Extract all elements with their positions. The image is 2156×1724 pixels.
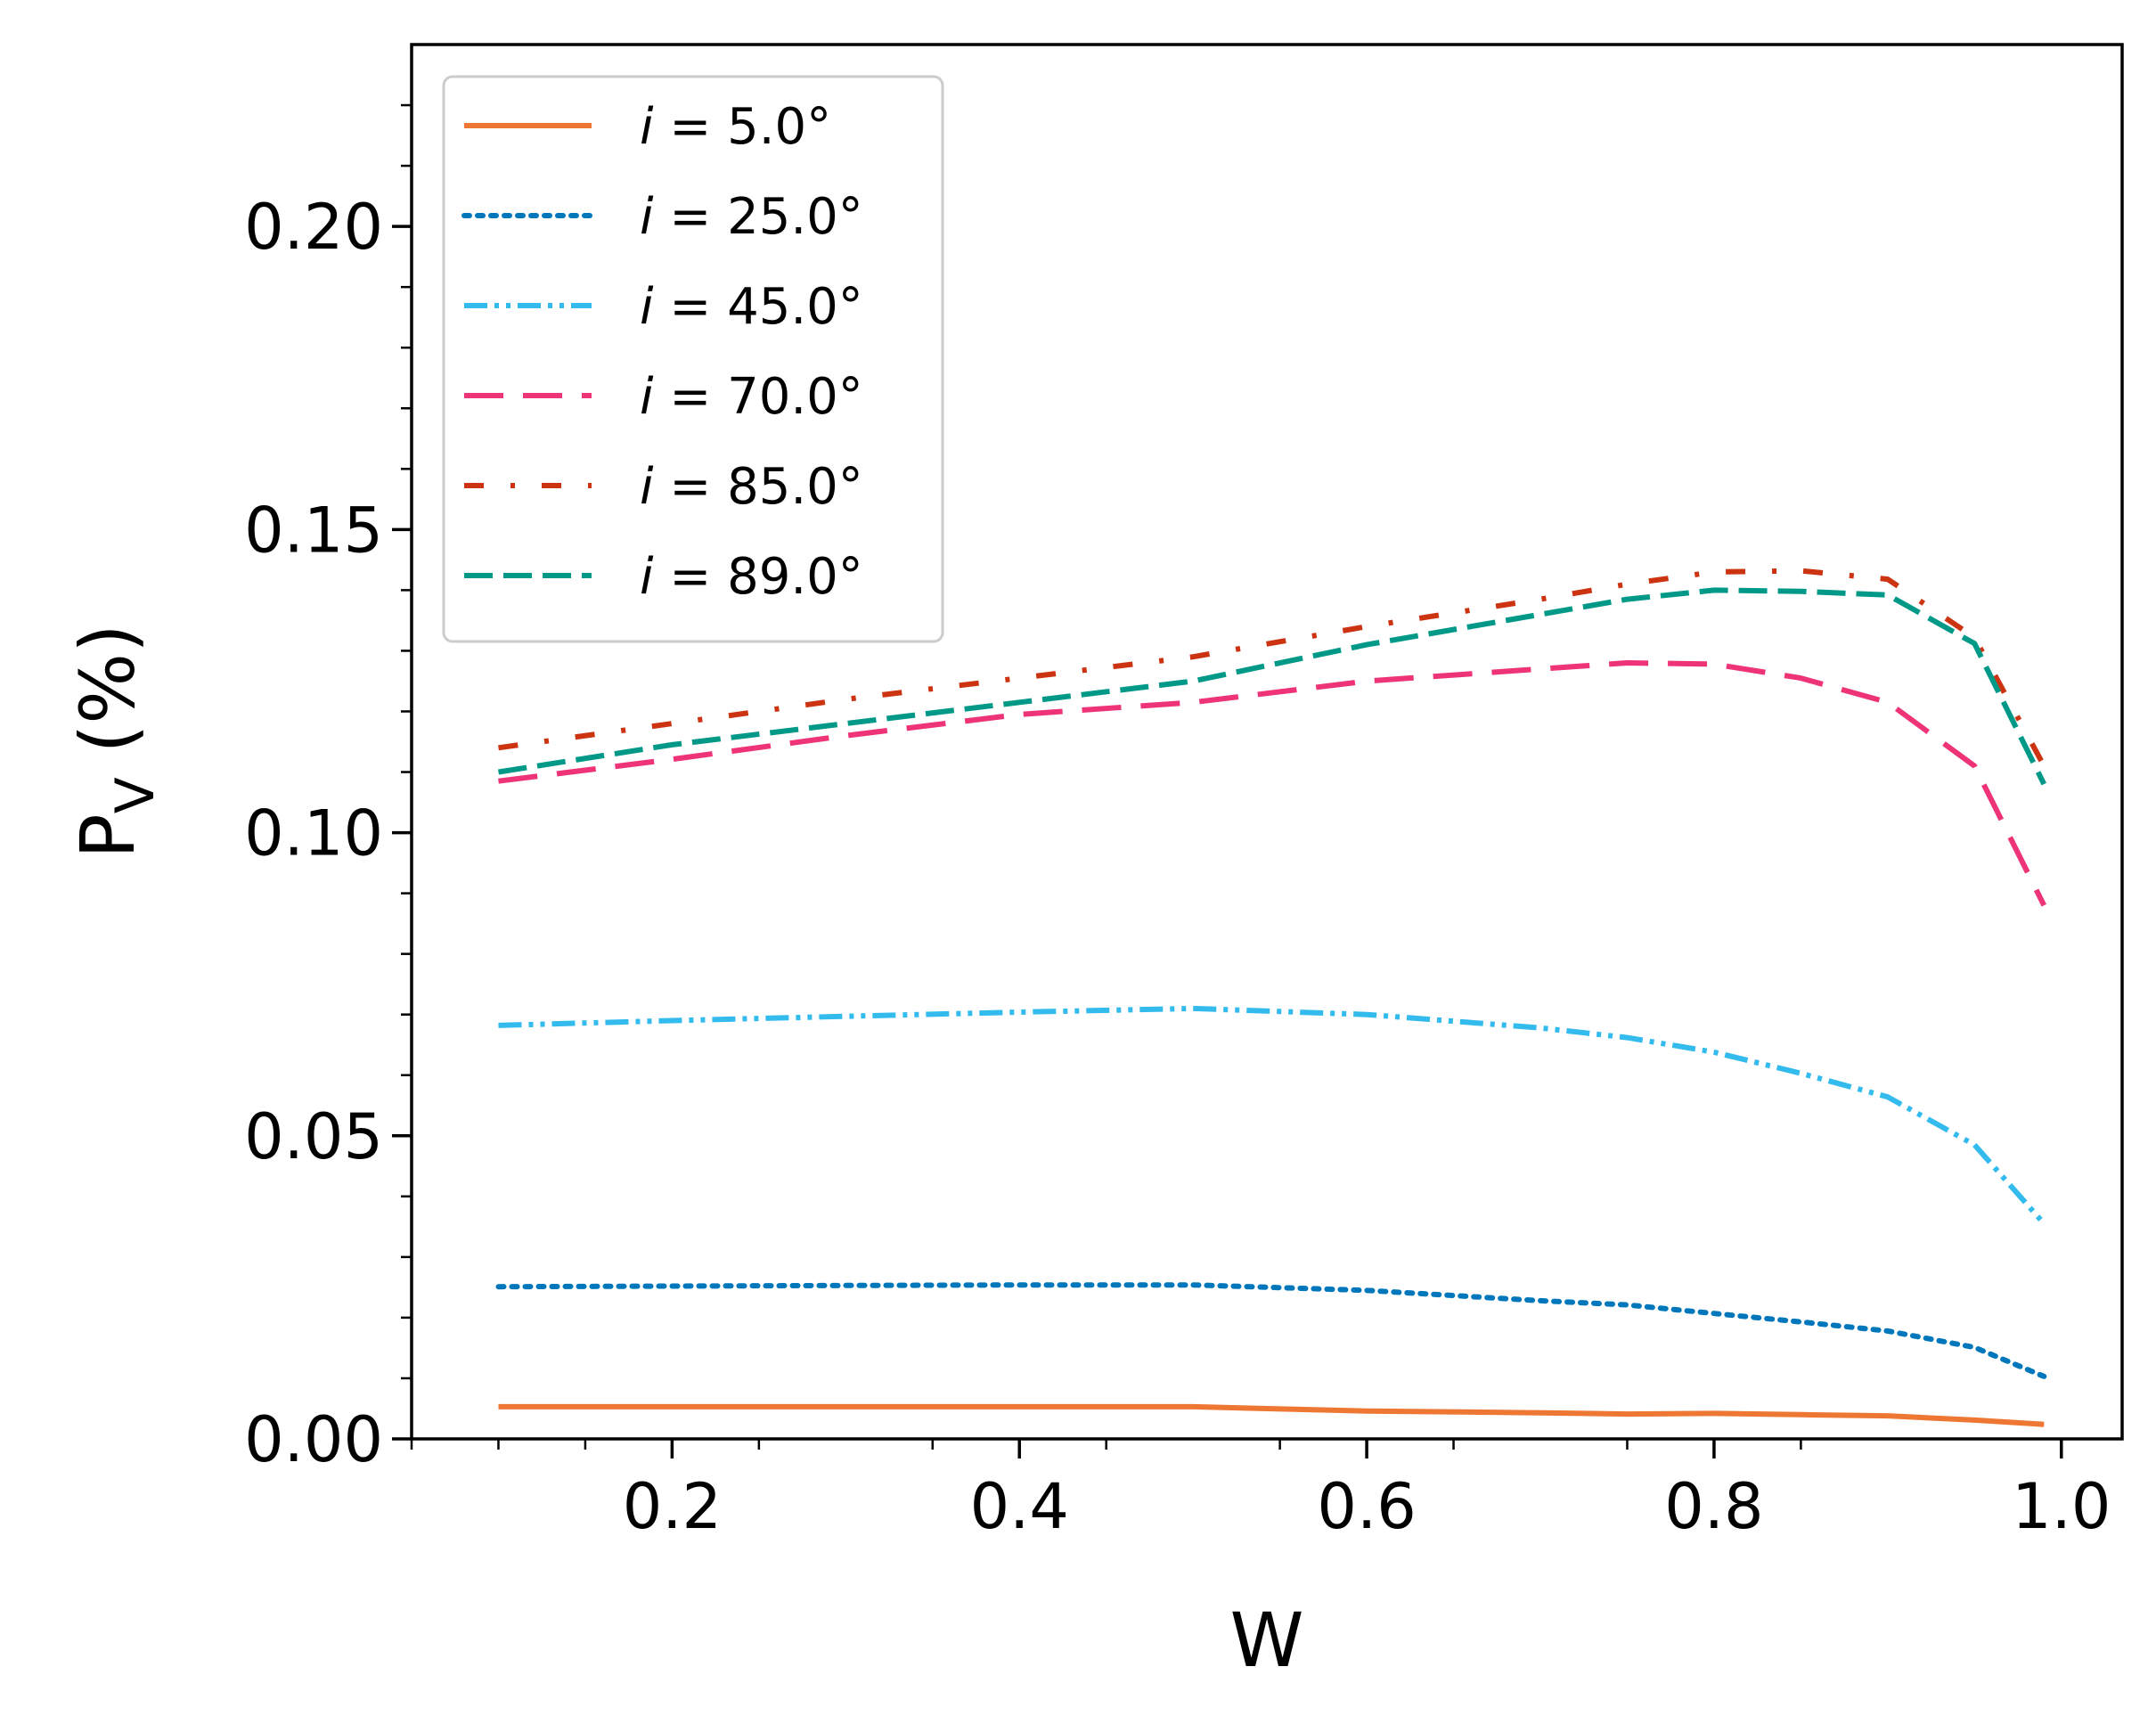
y-axis-title-subscript: V — [104, 777, 167, 813]
legend-label-var: i — [640, 368, 654, 426]
plot-frame — [410, 43, 2124, 1441]
legend-box — [442, 75, 944, 643]
legend-label-value: = 89.0° — [654, 548, 863, 606]
series-line-1 — [495, 1282, 2047, 1379]
y-tick-label: 0.20 — [244, 191, 383, 264]
y-axis-title-base: P — [64, 813, 151, 859]
series-line-4 — [498, 568, 2046, 768]
legend-label-1: i = 25.0° — [640, 188, 863, 246]
legend-label-value: = 45.0° — [654, 278, 863, 336]
series-layer — [495, 568, 2047, 1427]
x-tick-label: 0.6 — [1317, 1470, 1416, 1543]
series-line-0 — [498, 1403, 2045, 1427]
y-tick-label: 0.10 — [244, 797, 383, 870]
legend-label-value: = 5.0° — [654, 98, 832, 156]
y-axis-title-suffix: (%) — [64, 624, 151, 777]
series-line-2 — [498, 1005, 2046, 1226]
legend-label-var: i — [640, 188, 654, 246]
legend-label-value: = 70.0° — [654, 368, 863, 426]
legend-label-0: i = 5.0° — [640, 98, 831, 156]
legend-label-var: i — [640, 98, 654, 156]
x-tick-label: 0.4 — [970, 1470, 1069, 1543]
ticks-layer: 0.2 0.4 0.6 0.8 1.0 0.00 0.05 0.10 0.15 0.20 — [244, 103, 2111, 1543]
legend: i = 5.0°i = 25.0°i = 45.0°i = 70.0°i = 8… — [442, 75, 944, 643]
legend-label-var: i — [640, 548, 654, 606]
legend-label-value: = 25.0° — [654, 188, 863, 246]
x-axis-title: W — [1229, 1597, 1303, 1684]
y-axis-title: PV (%) — [64, 624, 167, 859]
legend-label-3: i = 70.0° — [640, 368, 863, 426]
x-tick-label: 1.0 — [2012, 1470, 2111, 1543]
x-tick-label: 0.2 — [623, 1470, 722, 1543]
y-tick-label: 0.15 — [244, 494, 383, 567]
legend-label-var: i — [640, 458, 654, 516]
x-tick-label: 0.8 — [1664, 1470, 1763, 1543]
legend-label-4: i = 85.0° — [640, 458, 863, 516]
y-tick-label: 0.00 — [244, 1403, 383, 1476]
legend-label-2: i = 45.0° — [640, 278, 863, 336]
legend-label-value: = 85.0° — [654, 458, 863, 516]
legend-label-5: i = 89.0° — [640, 548, 863, 606]
y-tick-label: 0.05 — [244, 1100, 383, 1173]
legend-label-var: i — [640, 278, 654, 336]
